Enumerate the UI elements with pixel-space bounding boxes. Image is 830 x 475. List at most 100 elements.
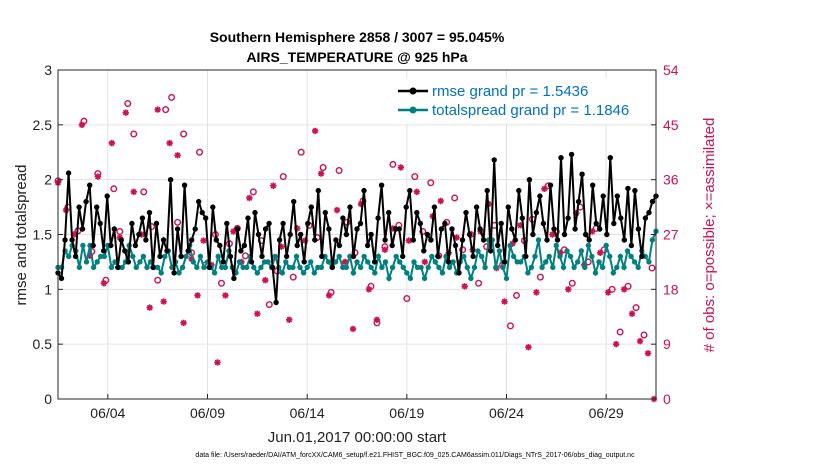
obs-assimilated-marker	[86, 252, 94, 260]
totalspread-point	[493, 264, 499, 271]
totalspread-point	[176, 270, 182, 276]
y-tick-label-left: 0.5	[33, 336, 53, 352]
rmse-point	[143, 237, 149, 243]
rmse-point	[368, 231, 374, 238]
obs-possible-marker	[608, 285, 616, 293]
obs-assimilated-marker	[70, 231, 78, 238]
obs-assimilated-marker	[194, 292, 201, 299]
rmse-point	[575, 198, 582, 205]
totalspread-point	[539, 264, 545, 271]
rmse-point	[466, 231, 473, 238]
totalspread-point	[293, 253, 300, 260]
rmse-point	[185, 248, 191, 254]
rmse-point	[329, 264, 336, 271]
rmse-point	[94, 204, 100, 210]
rmse-point	[604, 231, 610, 238]
rmse-point	[579, 171, 585, 177]
totalspread-point	[475, 248, 481, 254]
obs-possible-marker	[624, 282, 632, 290]
totalspread-point	[546, 253, 552, 260]
obs-possible-marker	[80, 117, 88, 125]
totalspread-point	[400, 264, 406, 271]
rmse-point	[104, 193, 110, 199]
x-tick-label: 06/09	[190, 405, 225, 421]
totalspread-point	[560, 264, 567, 271]
totalspread-point	[603, 242, 609, 249]
rmse-point	[519, 215, 525, 221]
totalspread-point	[646, 259, 652, 265]
totalspread-point	[596, 259, 602, 265]
rmse-point	[421, 248, 427, 254]
rmse-point	[294, 242, 300, 249]
totalspread-point	[525, 270, 531, 276]
rmse-point	[146, 209, 153, 216]
obs-assimilated-marker	[557, 249, 564, 256]
totalspread-point	[236, 259, 243, 265]
obs-assimilated-marker	[589, 228, 596, 235]
totalspread-point	[254, 270, 260, 276]
rmse-point	[111, 226, 118, 232]
totalspread-point	[265, 259, 271, 265]
obs-assimilated-marker	[94, 173, 102, 180]
obs-assimilated-marker	[154, 106, 161, 113]
rmse-point	[582, 231, 589, 238]
totalspread-point	[543, 259, 549, 265]
totalspread-point	[108, 264, 115, 271]
totalspread-point	[76, 264, 83, 271]
obs-assimilated-marker	[397, 164, 405, 171]
totalspread-point	[80, 242, 86, 249]
totalspread-point	[90, 264, 97, 271]
totalspread-point	[101, 253, 108, 260]
rmse-point	[614, 193, 620, 199]
rmse-point	[544, 237, 550, 243]
rmse-point	[438, 226, 445, 232]
rmse-point	[498, 220, 504, 227]
totalspread-point	[318, 264, 325, 271]
y-tick-label-left: 1	[44, 281, 52, 297]
rmse-point	[273, 299, 279, 306]
obs-assimilated-marker	[644, 350, 652, 357]
obs-assimilated-marker	[437, 197, 444, 205]
rmse-point	[333, 237, 339, 243]
rmse-point	[417, 220, 423, 227]
totalspread-point	[155, 264, 161, 271]
rmse-point	[305, 220, 311, 227]
rmse-point	[115, 264, 121, 271]
rmse-point	[442, 220, 448, 227]
rmse-point	[632, 187, 638, 194]
obs-assimilated-marker	[341, 258, 349, 266]
obs-assimilated-marker	[200, 237, 207, 244]
totalspread-point	[578, 248, 584, 254]
rmse-point	[565, 215, 571, 221]
totalspread-point	[592, 270, 599, 276]
totalspread-point	[507, 242, 513, 249]
rmse-point	[291, 198, 297, 205]
totalspread-point	[535, 237, 542, 243]
rmse-point	[473, 204, 480, 210]
x-tick-label: 06/04	[90, 405, 125, 421]
obs-assimilated-marker	[278, 243, 285, 250]
obs-assimilated-marker	[108, 139, 116, 147]
rmse-point	[558, 155, 564, 161]
rmse-point	[132, 242, 139, 249]
obs-assimilated-marker	[311, 127, 319, 135]
rmse-point	[424, 231, 431, 238]
totalspread-point	[386, 275, 392, 282]
totalspread-point	[575, 259, 581, 265]
rmse-point	[199, 209, 205, 216]
obs-assimilated-marker	[612, 340, 620, 348]
rmse-point	[540, 220, 547, 227]
totalspread-point	[393, 253, 399, 260]
rmse-point	[319, 253, 325, 260]
totalspread-point	[382, 259, 389, 265]
totalspread-point	[389, 264, 396, 271]
totalspread-point	[183, 253, 189, 260]
rmse-point	[516, 187, 522, 194]
rmse-point	[298, 231, 304, 238]
totalspread-point	[589, 253, 595, 260]
rmse-point	[378, 182, 385, 188]
y-tick-label-right: 36	[663, 172, 679, 188]
rmse-point	[491, 157, 497, 163]
rmse-point	[315, 187, 321, 194]
obs-assimilated-marker	[246, 194, 253, 202]
